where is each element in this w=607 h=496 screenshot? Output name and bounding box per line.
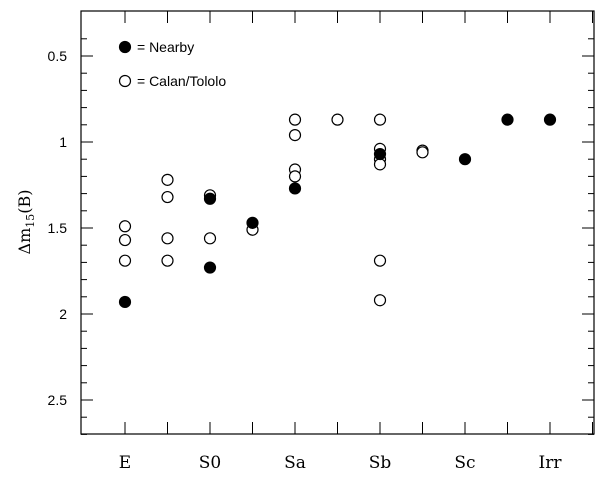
y-axis-label-main: Δm bbox=[15, 228, 34, 255]
y-tick-label: 0.5 bbox=[48, 48, 68, 64]
x-tick-label: Sb bbox=[369, 453, 392, 473]
calan-tololo-point bbox=[118, 233, 132, 247]
calan-tololo-point bbox=[331, 113, 344, 126]
legend: = Nearby = Calan/Tololo bbox=[118, 39, 226, 89]
calan-tololo-point bbox=[118, 254, 132, 267]
x-tick-label: S0 bbox=[199, 453, 221, 473]
calan-tololo-point bbox=[161, 190, 174, 204]
nearby-point bbox=[543, 113, 557, 126]
y-tick-label: 1.5 bbox=[48, 220, 68, 236]
legend-label-calan-tololo: = Calan/Tololo bbox=[137, 73, 226, 89]
x-tick-label: Sc bbox=[454, 453, 475, 473]
x-tick-label: Irr bbox=[539, 453, 563, 473]
nearby-point bbox=[373, 147, 387, 161]
nearby-point bbox=[246, 216, 259, 229]
calan-tololo-point bbox=[118, 220, 132, 233]
y-axis-label: Δm15(B) bbox=[15, 190, 37, 255]
nearby-point bbox=[501, 113, 514, 126]
x-tick-label: Sa bbox=[284, 453, 306, 473]
legend-marker-nearby bbox=[118, 40, 132, 54]
calan-tololo-point bbox=[161, 254, 174, 267]
nearby-point bbox=[118, 295, 132, 309]
nearby-point bbox=[458, 153, 472, 166]
legend-label-nearby: = Nearby bbox=[137, 39, 194, 55]
calan-tololo-point bbox=[373, 113, 387, 126]
calan-tololo-point bbox=[203, 232, 217, 245]
y-tick-label: 2.5 bbox=[48, 392, 68, 408]
nearby-point bbox=[203, 192, 217, 205]
y-axis-label-suffix: (B) bbox=[15, 190, 34, 214]
nearby-point bbox=[203, 261, 217, 274]
calan-tololo-point bbox=[416, 146, 429, 159]
y-tick-label: 1 bbox=[59, 134, 67, 150]
y-tick-label: 2 bbox=[59, 306, 67, 322]
calan-tololo-point bbox=[373, 254, 387, 267]
y-axis: 0.5 1 1.5 2 2.5 bbox=[48, 38, 594, 435]
legend-marker-calan-tololo bbox=[118, 74, 132, 88]
x-axis: E S0 Sa Sb Sc Irr bbox=[119, 11, 593, 473]
calan-tololo-point bbox=[288, 129, 302, 142]
calan-tololo-point bbox=[288, 113, 302, 126]
calan-tololo-point bbox=[161, 173, 174, 186]
calan-tololo-point bbox=[161, 232, 174, 245]
calan-tololo-point bbox=[373, 294, 387, 307]
x-tick-label: E bbox=[119, 453, 131, 473]
calan-tololo-point bbox=[373, 158, 387, 171]
nearby-point bbox=[288, 182, 302, 195]
data-points bbox=[118, 113, 557, 309]
y-axis-label-subscript: 15 bbox=[24, 214, 37, 228]
calan-tololo-point bbox=[288, 170, 302, 183]
